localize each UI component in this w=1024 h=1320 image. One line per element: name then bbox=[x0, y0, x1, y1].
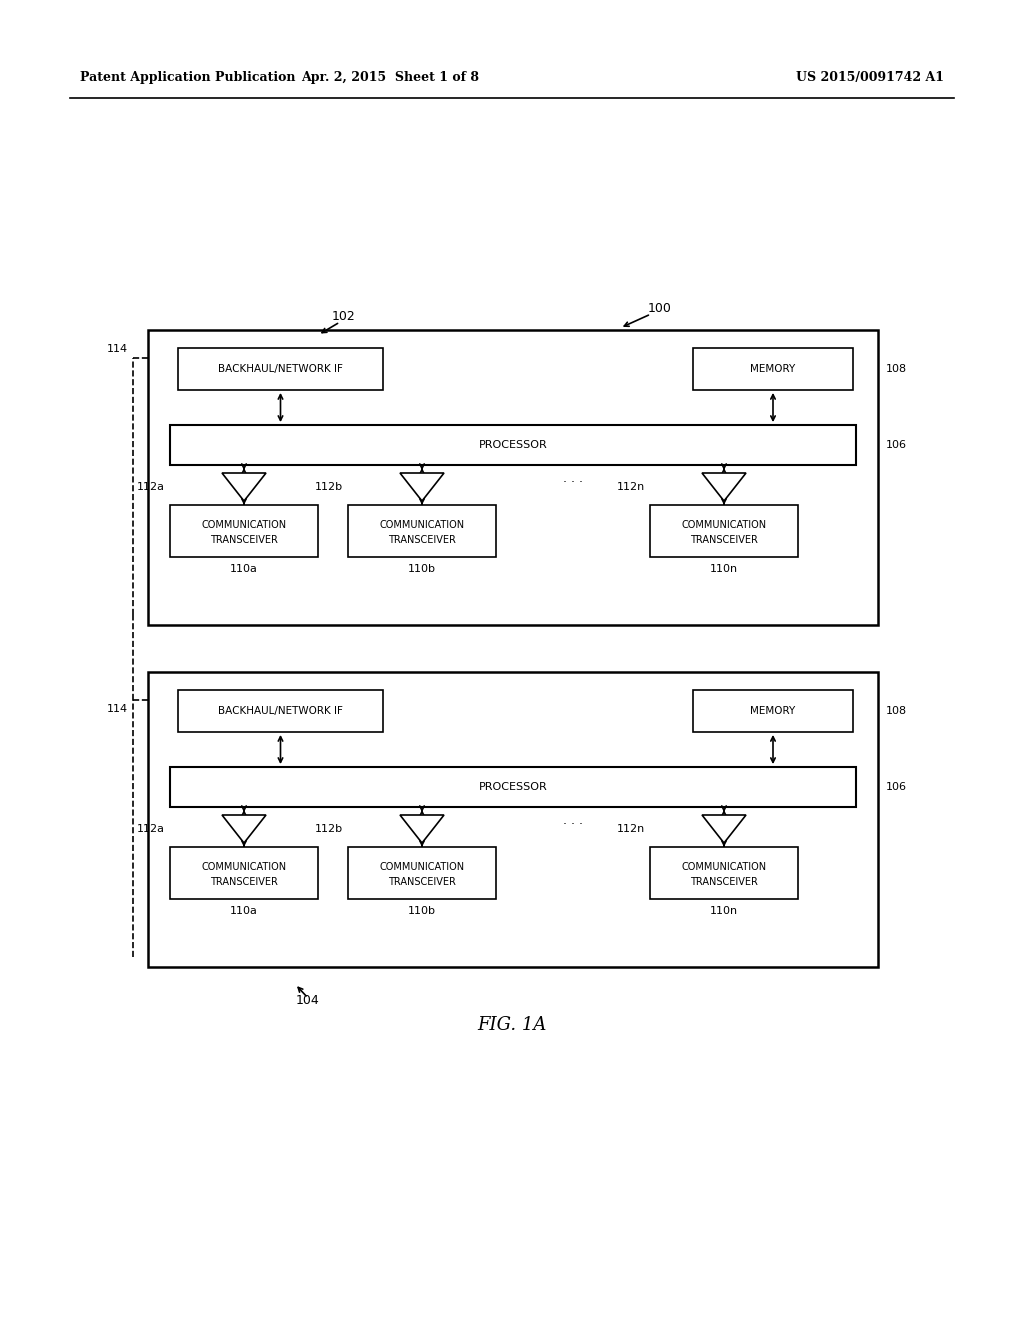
Text: MEMORY: MEMORY bbox=[751, 364, 796, 374]
Text: 106: 106 bbox=[886, 440, 907, 450]
Text: . . .: . . . bbox=[563, 473, 583, 486]
Text: 110n: 110n bbox=[710, 564, 738, 574]
Text: 112n: 112n bbox=[616, 482, 645, 492]
Text: TRANSCEIVER: TRANSCEIVER bbox=[210, 536, 278, 545]
Text: 104: 104 bbox=[296, 994, 319, 1006]
Bar bbox=[348, 506, 496, 557]
Text: 110a: 110a bbox=[230, 906, 258, 916]
Polygon shape bbox=[702, 814, 746, 843]
Bar bbox=[170, 847, 318, 899]
Text: 112b: 112b bbox=[314, 482, 343, 492]
Text: 100: 100 bbox=[648, 301, 672, 314]
Text: 112b: 112b bbox=[314, 824, 343, 834]
Text: COMMUNICATION: COMMUNICATION bbox=[380, 862, 465, 871]
Polygon shape bbox=[222, 814, 266, 843]
Text: 112a: 112a bbox=[137, 824, 165, 834]
Bar bbox=[148, 672, 878, 968]
Text: TRANSCEIVER: TRANSCEIVER bbox=[690, 878, 758, 887]
Text: Patent Application Publication: Patent Application Publication bbox=[80, 71, 296, 84]
Bar bbox=[170, 425, 856, 465]
Bar bbox=[170, 506, 318, 557]
Bar bbox=[148, 330, 878, 624]
Bar bbox=[693, 690, 853, 733]
Text: 112a: 112a bbox=[137, 482, 165, 492]
Bar bbox=[348, 847, 496, 899]
Bar bbox=[178, 690, 383, 733]
Bar bbox=[693, 348, 853, 389]
Text: BACKHAUL/NETWORK IF: BACKHAUL/NETWORK IF bbox=[218, 364, 343, 374]
Text: 110b: 110b bbox=[408, 906, 436, 916]
Polygon shape bbox=[702, 473, 746, 502]
Text: TRANSCEIVER: TRANSCEIVER bbox=[210, 878, 278, 887]
Text: 106: 106 bbox=[886, 781, 907, 792]
Text: TRANSCEIVER: TRANSCEIVER bbox=[388, 536, 456, 545]
Text: COMMUNICATION: COMMUNICATION bbox=[380, 520, 465, 529]
Text: 110n: 110n bbox=[710, 906, 738, 916]
Text: COMMUNICATION: COMMUNICATION bbox=[202, 520, 287, 529]
Text: 114: 114 bbox=[106, 345, 128, 354]
Bar bbox=[650, 847, 798, 899]
Text: COMMUNICATION: COMMUNICATION bbox=[681, 862, 767, 871]
Text: . . .: . . . bbox=[563, 814, 583, 828]
Text: 112n: 112n bbox=[616, 824, 645, 834]
Text: COMMUNICATION: COMMUNICATION bbox=[202, 862, 287, 871]
Bar bbox=[650, 506, 798, 557]
Bar bbox=[178, 348, 383, 389]
Text: 110b: 110b bbox=[408, 564, 436, 574]
Polygon shape bbox=[400, 473, 444, 502]
Text: BACKHAUL/NETWORK IF: BACKHAUL/NETWORK IF bbox=[218, 706, 343, 715]
Text: COMMUNICATION: COMMUNICATION bbox=[681, 520, 767, 529]
Text: TRANSCEIVER: TRANSCEIVER bbox=[388, 878, 456, 887]
Text: US 2015/0091742 A1: US 2015/0091742 A1 bbox=[796, 71, 944, 84]
Text: Apr. 2, 2015  Sheet 1 of 8: Apr. 2, 2015 Sheet 1 of 8 bbox=[301, 71, 479, 84]
Text: PROCESSOR: PROCESSOR bbox=[478, 781, 548, 792]
Text: FIG. 1A: FIG. 1A bbox=[477, 1016, 547, 1034]
Polygon shape bbox=[222, 473, 266, 502]
Text: 110a: 110a bbox=[230, 564, 258, 574]
Text: PROCESSOR: PROCESSOR bbox=[478, 440, 548, 450]
Text: MEMORY: MEMORY bbox=[751, 706, 796, 715]
Text: 108: 108 bbox=[886, 706, 907, 715]
Text: 114: 114 bbox=[106, 704, 128, 714]
Polygon shape bbox=[400, 814, 444, 843]
Text: TRANSCEIVER: TRANSCEIVER bbox=[690, 536, 758, 545]
Text: 102: 102 bbox=[332, 309, 355, 322]
Bar bbox=[170, 767, 856, 807]
Text: 108: 108 bbox=[886, 364, 907, 374]
